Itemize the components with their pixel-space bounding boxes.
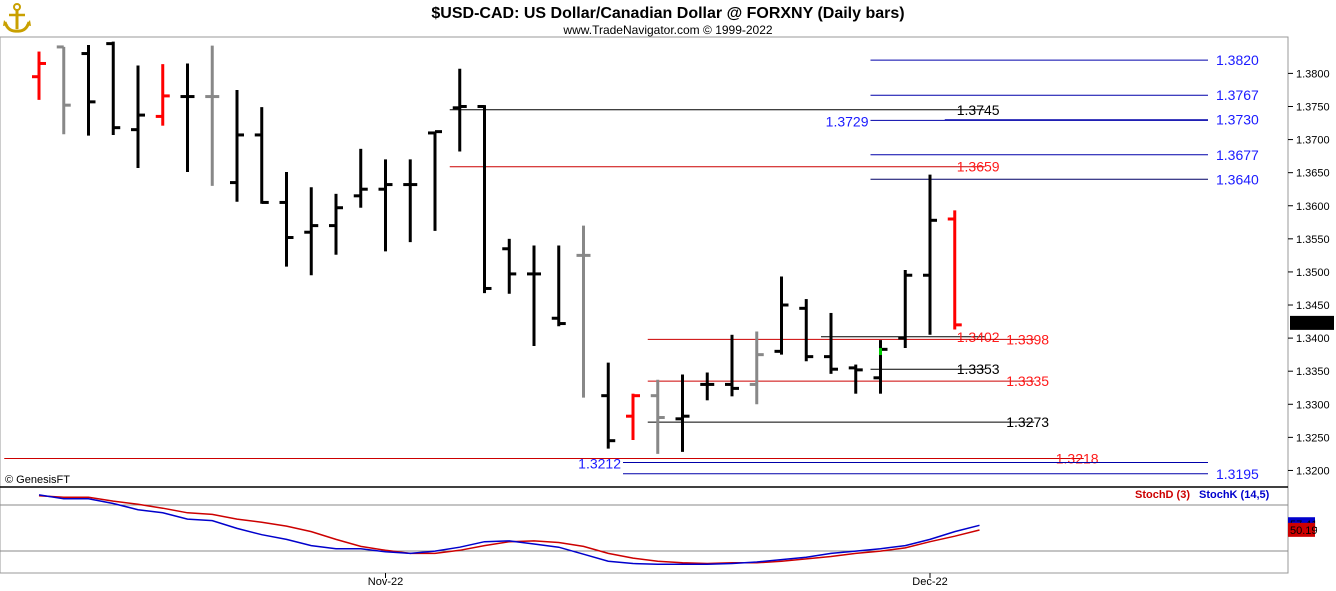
level-label: 1.3767 (1216, 87, 1259, 103)
ohlc-bar (477, 104, 492, 294)
ohlc-bar (923, 174, 937, 335)
ohlc-bar (155, 64, 170, 126)
y-tick-label: 1.3600 (1296, 201, 1330, 213)
y-tick-label: 1.3350 (1296, 366, 1330, 378)
ohlc-bar (824, 312, 838, 374)
ohlc-bar (947, 210, 962, 330)
x-tick-label: Nov-22 (368, 576, 403, 588)
indicator-panel (0, 486, 1289, 574)
ohlc-bar (452, 68, 467, 152)
ohlc-bar (626, 393, 640, 441)
y-tick-label: 1.3200 (1296, 465, 1330, 477)
level-label: 1.3659 (957, 159, 1000, 175)
ohlc-bar (675, 374, 690, 452)
ohlc-bar (230, 89, 244, 202)
level-label: 1.3335 (1006, 373, 1049, 389)
level-lines: 1.3820 1.3767 1.3745 1.3729 1.3730 1.3677 1.36… (4, 52, 1259, 482)
ohlc-bar (725, 334, 739, 397)
last-price-box (1290, 315, 1334, 330)
level-label: 1.3402 (957, 329, 1000, 345)
level-label: 1.3640 (1216, 171, 1259, 187)
ohlc-bar (279, 172, 294, 267)
level-label: 1.3353 (957, 361, 1000, 377)
ohlc-bar (32, 51, 46, 100)
ohlc-bars (32, 41, 962, 454)
ohlc-bar (378, 159, 393, 252)
y-tick-label: 1.3400 (1296, 333, 1330, 345)
ohlc-bar (81, 44, 96, 136)
stoch-line (38, 494, 980, 565)
ohlc-bar (205, 45, 220, 186)
y-tick-label: 1.3650 (1296, 168, 1330, 180)
ohlc-bar (131, 65, 145, 169)
ohlc-bar (403, 159, 418, 243)
y-tick-label: 1.3800 (1296, 68, 1330, 80)
chart-subtitle: www.TradeNavigator.com © 1999-2022 (562, 23, 772, 37)
ohlc-bar (106, 41, 121, 135)
ohlc-bar (551, 245, 566, 327)
ohlc-bar (428, 130, 442, 231)
watermark: © GenesisFT (5, 474, 70, 486)
y-tick-label: 1.3500 (1296, 267, 1330, 279)
ohlc-bar (502, 238, 517, 294)
date-axis: Nov-22 Dec-22 (368, 573, 948, 588)
ohlc-bar (799, 299, 814, 362)
ohlc-bar (254, 107, 269, 204)
level-label: 1.3195 (1216, 466, 1259, 482)
x-tick-label: Dec-22 (912, 576, 947, 588)
ohlc-bar (774, 276, 789, 355)
price-panel (0, 36, 1289, 488)
y-tick-label: 1.3700 (1296, 135, 1330, 147)
stoch-line (38, 494, 980, 566)
ohlc-bar (898, 269, 913, 349)
price-axis: 1.3800 1.3750 1.3700 1.3650 1.3600 1.3550 1.35… (1288, 68, 1334, 477)
stochk-legend: StochK (14,5) (1199, 489, 1270, 501)
level-label: 1.3730 (1216, 112, 1259, 128)
y-tick-label: 1.3550 (1296, 234, 1330, 246)
ohlc-bar (601, 362, 616, 449)
y-tick-label: 1.3250 (1296, 432, 1330, 444)
ohlc-bar (353, 148, 368, 208)
level-label: 1.3729 (826, 113, 869, 129)
ohlc-bar (180, 63, 195, 172)
ohlc-bar (56, 45, 71, 135)
last-price-label: 1.3423 (1294, 318, 1328, 330)
level-label: 1.3212 (578, 456, 621, 472)
chart-title: $USD-CAD: US Dollar/Canadian Dollar @ FO… (431, 5, 904, 22)
level-label: 1.3218 (1056, 451, 1099, 467)
ohlc-bar (527, 245, 541, 347)
ohlc-bar (576, 225, 591, 398)
ohlc-bar (329, 193, 343, 255)
y-tick-label: 1.3750 (1296, 101, 1330, 113)
stochd-value: 50.19 (1290, 525, 1318, 537)
level-label: 1.3273 (1006, 414, 1049, 430)
level-label: 1.3677 (1216, 147, 1259, 163)
level-label: 1.3398 (1006, 331, 1049, 347)
ohlc-bar (848, 364, 863, 394)
chart-logo (2, 2, 34, 36)
level-label: 1.3745 (957, 102, 1000, 118)
stochd-legend: StochD (3) (1135, 489, 1190, 501)
stochd-value-box (1288, 522, 1315, 537)
y-tick-label: 1.3450 (1296, 300, 1330, 312)
ohlc-bar (700, 372, 715, 401)
y-tick-label: 1.3300 (1296, 399, 1330, 411)
anchor-icon (2, 2, 34, 36)
ohlc-bar (650, 379, 665, 454)
level-label: 1.3820 (1216, 52, 1259, 68)
stochastic-lines: 57.4150.19 (38, 494, 1318, 566)
ohlc-bar (304, 187, 319, 276)
ohlc-bar (749, 331, 764, 405)
